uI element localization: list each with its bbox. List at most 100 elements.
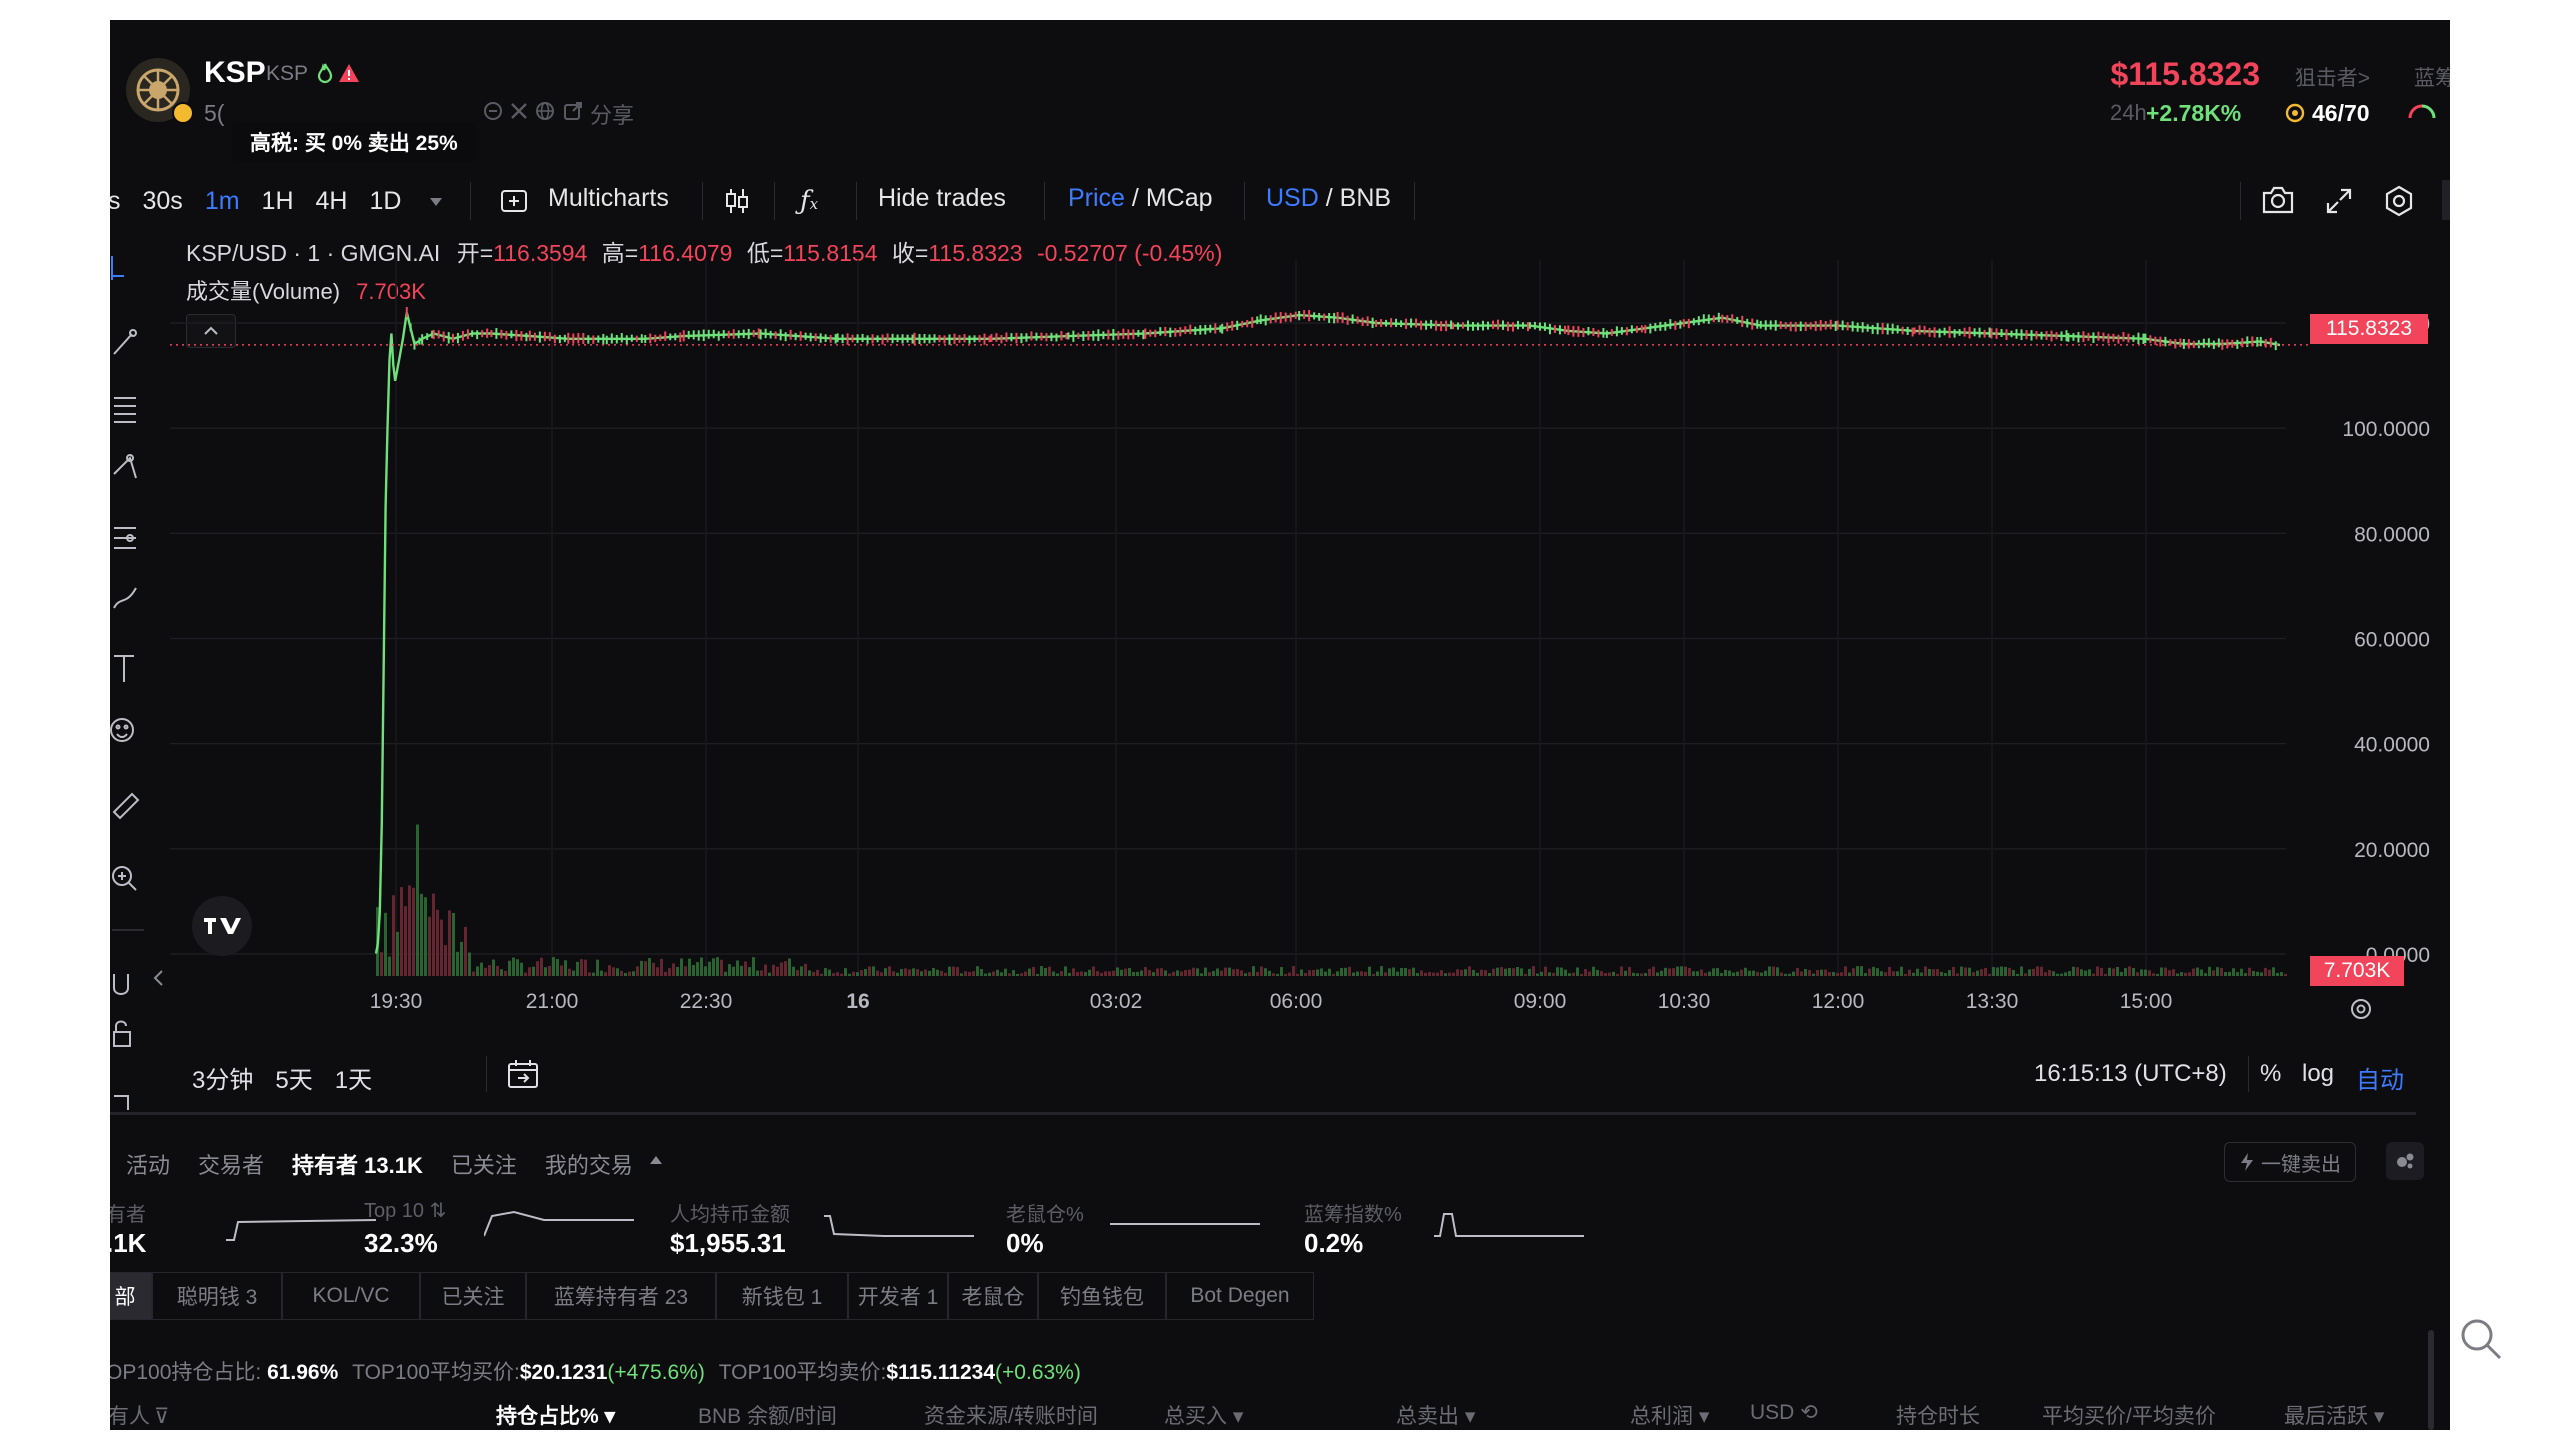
multicharts-icon[interactable] xyxy=(500,188,528,214)
auto-scale-toggle[interactable]: 自动 xyxy=(2356,1067,2404,1094)
pitchfork-tool-icon[interactable] xyxy=(113,454,137,479)
filter-chip[interactable]: 蓝筹持有者 23 xyxy=(526,1272,716,1320)
volume-bar xyxy=(760,970,763,976)
col-total-sell[interactable]: 总卖出 ▾ xyxy=(1396,1400,1475,1430)
volume-bar xyxy=(1304,973,1307,976)
currency-toggle[interactable]: USD / BNB xyxy=(1266,184,1391,213)
tradingview-logo[interactable] xyxy=(192,896,252,956)
trendline-tool-icon[interactable] xyxy=(113,329,137,355)
volume-bar xyxy=(1164,970,1167,976)
bnb-option[interactable]: BNB xyxy=(1339,184,1392,212)
volume-bar xyxy=(736,960,739,976)
volume-bar xyxy=(2104,973,2107,976)
emoji-tool-icon[interactable] xyxy=(110,718,134,742)
indicators-fx-icon[interactable]: ƒx xyxy=(800,186,818,216)
tab-holders[interactable]: 持有者 13.1K xyxy=(292,1153,423,1178)
col-currency[interactable]: USD ⟲ xyxy=(1750,1400,1818,1425)
search-icon[interactable] xyxy=(2458,1316,2504,1362)
volume-bar xyxy=(2244,973,2247,976)
one-click-sell-button[interactable]: 一键卖出 xyxy=(2224,1142,2356,1182)
price-chart[interactable]: 120.0000100.000080.000060.000040.000020.… xyxy=(110,20,2450,1020)
bubble-map-button[interactable] xyxy=(2386,1142,2424,1180)
filter-chip[interactable]: 聪明钱 3 xyxy=(152,1272,282,1320)
filter-chip[interactable]: KOL/VC xyxy=(282,1272,420,1320)
bluechip-link[interactable]: 蓝筹 xyxy=(2414,67,2450,90)
mcap-option[interactable]: MCap xyxy=(1145,184,1213,212)
filter-funnel-icon[interactable]: ⊽ xyxy=(154,1405,170,1428)
range-1d[interactable]: 1天 xyxy=(334,1067,373,1094)
chart-settings-gear-icon[interactable] xyxy=(2382,184,2416,218)
range-5d[interactable]: 5天 xyxy=(275,1067,313,1094)
screenshot-camera-icon[interactable] xyxy=(2260,184,2296,216)
share-icon[interactable] xyxy=(562,100,584,122)
axis-settings-gear-icon[interactable] xyxy=(2348,996,2374,1022)
safety-score: 46/70 xyxy=(2312,100,2370,126)
x-twitter-icon[interactable] xyxy=(508,100,530,122)
col-total-profit[interactable]: 总利润 ▾ xyxy=(1630,1400,1709,1430)
open-label: 开= xyxy=(456,240,494,266)
scrollbar[interactable] xyxy=(2428,1330,2434,1430)
sniper-link[interactable]: 狙击者> xyxy=(2294,67,2370,90)
filter-chip[interactable]: Bot Degen xyxy=(1166,1272,1314,1320)
interval-30s[interactable]: 30s xyxy=(142,186,183,215)
multicharts-button[interactable]: Multicharts xyxy=(548,184,669,212)
collapse-legend-button[interactable] xyxy=(186,314,236,348)
goto-date-calendar-icon[interactable] xyxy=(506,1058,540,1090)
interval-1m[interactable]: 1m xyxy=(204,186,240,215)
percent-scale-toggle[interactable]: % xyxy=(2260,1060,2282,1087)
tab-following[interactable]: 已关注 xyxy=(450,1153,517,1178)
filter-chip[interactable]: 已关注 xyxy=(420,1272,526,1320)
filter-chip[interactable]: 新钱包 1 xyxy=(716,1272,848,1320)
copy-contract-icon[interactable] xyxy=(482,100,504,122)
range-3min[interactable]: 3分钟 xyxy=(192,1067,254,1094)
text-tool-icon[interactable] xyxy=(114,655,134,682)
token-symbol[interactable]: KSP xyxy=(204,56,266,89)
col-total-buy[interactable]: 总买入 ▾ xyxy=(1164,1400,1243,1430)
right-scrollbar-top[interactable] xyxy=(2442,180,2450,220)
interval-1H[interactable]: 1H xyxy=(261,186,294,215)
log-scale-toggle[interactable]: log xyxy=(2302,1060,2335,1087)
x-tick-label: 09:00 xyxy=(1514,990,1567,1013)
horizontal-lines-tool-icon[interactable] xyxy=(114,397,136,423)
lock-tool-icon[interactable] xyxy=(113,1020,131,1047)
volume-bar xyxy=(1144,967,1147,976)
share-link[interactable]: 分享 xyxy=(590,103,635,128)
visibility-tool-icon[interactable] xyxy=(114,1095,129,1110)
volume-bar xyxy=(1872,966,1875,976)
collapse-toolbar-chevron-icon[interactable] xyxy=(152,968,164,988)
interval-1D[interactable]: 1D xyxy=(369,186,402,215)
filter-chip[interactable]: 部 xyxy=(110,1272,152,1320)
tab-traders[interactable]: 交易者 xyxy=(198,1153,265,1178)
fib-tool-icon[interactable] xyxy=(114,527,136,549)
col-bnb-balance[interactable]: BNB 余额/时间 xyxy=(698,1405,837,1428)
usd-option[interactable]: USD xyxy=(1266,184,1319,212)
interval-4H[interactable]: 4H xyxy=(315,186,348,215)
tab-activity[interactable]: 活动 xyxy=(126,1153,171,1178)
filter-chip[interactable]: 钓鱼钱包 xyxy=(1038,1272,1166,1320)
col-hold-time[interactable]: 持仓时长 xyxy=(1896,1405,1980,1428)
fullscreen-expand-icon[interactable] xyxy=(2324,186,2354,216)
price-mcap-toggle[interactable]: Price / MCap xyxy=(1068,184,1213,213)
crosshair-tool-icon[interactable] xyxy=(111,256,124,280)
price-option[interactable]: Price xyxy=(1068,184,1125,212)
score-icon xyxy=(2284,102,2306,124)
col-share[interactable]: 持仓占比% ▾ xyxy=(496,1400,615,1430)
ruler-tool-icon[interactable] xyxy=(112,792,140,820)
brush-tool-icon[interactable] xyxy=(113,587,137,609)
tab-my-trades[interactable]: 我的交易 xyxy=(544,1153,633,1178)
interval-dropdown-icon[interactable] xyxy=(428,196,444,208)
candle-type-icon[interactable] xyxy=(722,186,752,216)
website-globe-icon[interactable] xyxy=(534,100,556,122)
chart-clock[interactable]: 16:15:13 (UTC+8) xyxy=(2034,1060,2227,1087)
col-funding-source[interactable]: 资金来源/转账时间 xyxy=(924,1405,1098,1428)
filter-chip[interactable]: 开发者 1 xyxy=(848,1272,948,1320)
warning-icon[interactable] xyxy=(338,62,360,84)
magnet-tool-icon[interactable] xyxy=(113,974,129,995)
col-avg-price[interactable]: 平均买价/平均卖价 xyxy=(2042,1405,2216,1428)
hide-trades-button[interactable]: Hide trades xyxy=(878,184,1006,212)
filter-chip[interactable]: 老鼠仓 xyxy=(948,1272,1038,1320)
col-last-active[interactable]: 最后活跃 ▾ xyxy=(2284,1400,2384,1430)
tabs-collapse-caret-icon[interactable] xyxy=(648,1154,664,1166)
interval-s[interactable]: s xyxy=(110,186,121,215)
zoom-in-tool-icon[interactable] xyxy=(112,866,137,891)
